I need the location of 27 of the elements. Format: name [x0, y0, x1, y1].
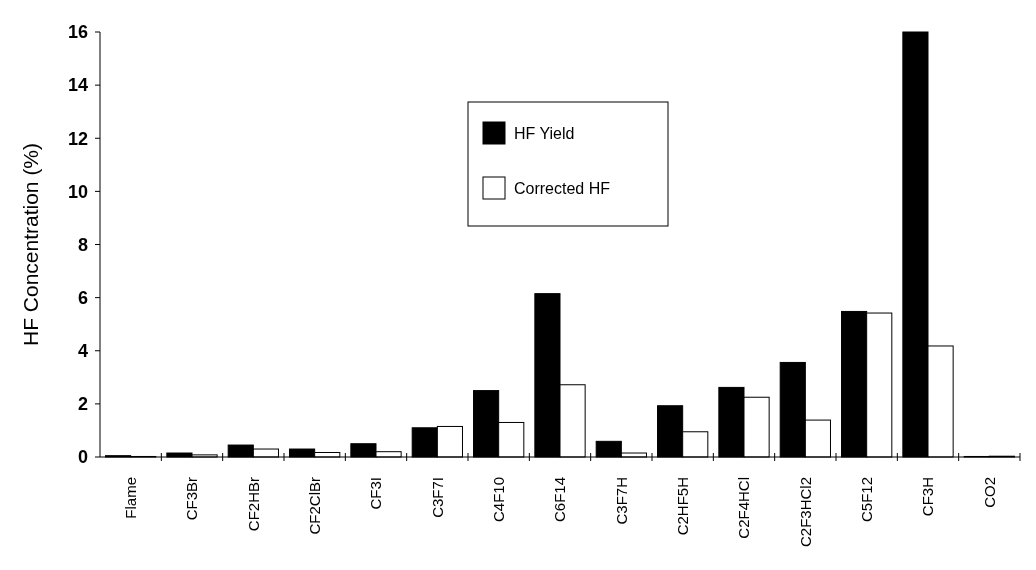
x-tick-label: C2F4HCl — [735, 477, 753, 539]
x-tick-label: C5F12 — [857, 477, 875, 523]
y-tick-label: 4 — [77, 341, 88, 362]
x-tick-label: CF3Br — [183, 477, 201, 521]
y-tick-label: 2 — [77, 394, 88, 415]
x-tick-label: C6F14 — [551, 477, 569, 523]
y-axis-title: HF Concentration (%) — [19, 142, 42, 347]
y-tick-label: 0 — [77, 447, 88, 468]
x-tick-label: CF2HBr — [244, 477, 262, 532]
x-tick-label: CF3I — [367, 477, 385, 510]
x-tick-label: C3F7H — [612, 477, 630, 525]
y-tick-label: 10 — [67, 181, 88, 202]
x-tick-label: C2HF5H — [673, 477, 691, 536]
legend-label: Corrected HF — [514, 179, 611, 197]
x-tick-label: C2F3HCl2 — [796, 477, 814, 548]
y-tick-label: 16 — [67, 22, 88, 43]
y-tick-label: 14 — [67, 75, 88, 96]
x-tick-label: C3F7I — [428, 477, 446, 518]
x-tick-label: CO2 — [980, 477, 998, 508]
x-tick-label: Flame — [121, 477, 139, 519]
legend-label: HF Yield — [514, 124, 575, 142]
y-tick-label: 12 — [67, 128, 88, 149]
y-tick-label: 6 — [77, 287, 88, 308]
x-tick-label: CF2ClBr — [305, 477, 323, 535]
x-tick-label: CF3H — [919, 477, 937, 517]
x-tick-label: C4F10 — [489, 477, 507, 523]
y-tick-label: 8 — [77, 234, 88, 255]
